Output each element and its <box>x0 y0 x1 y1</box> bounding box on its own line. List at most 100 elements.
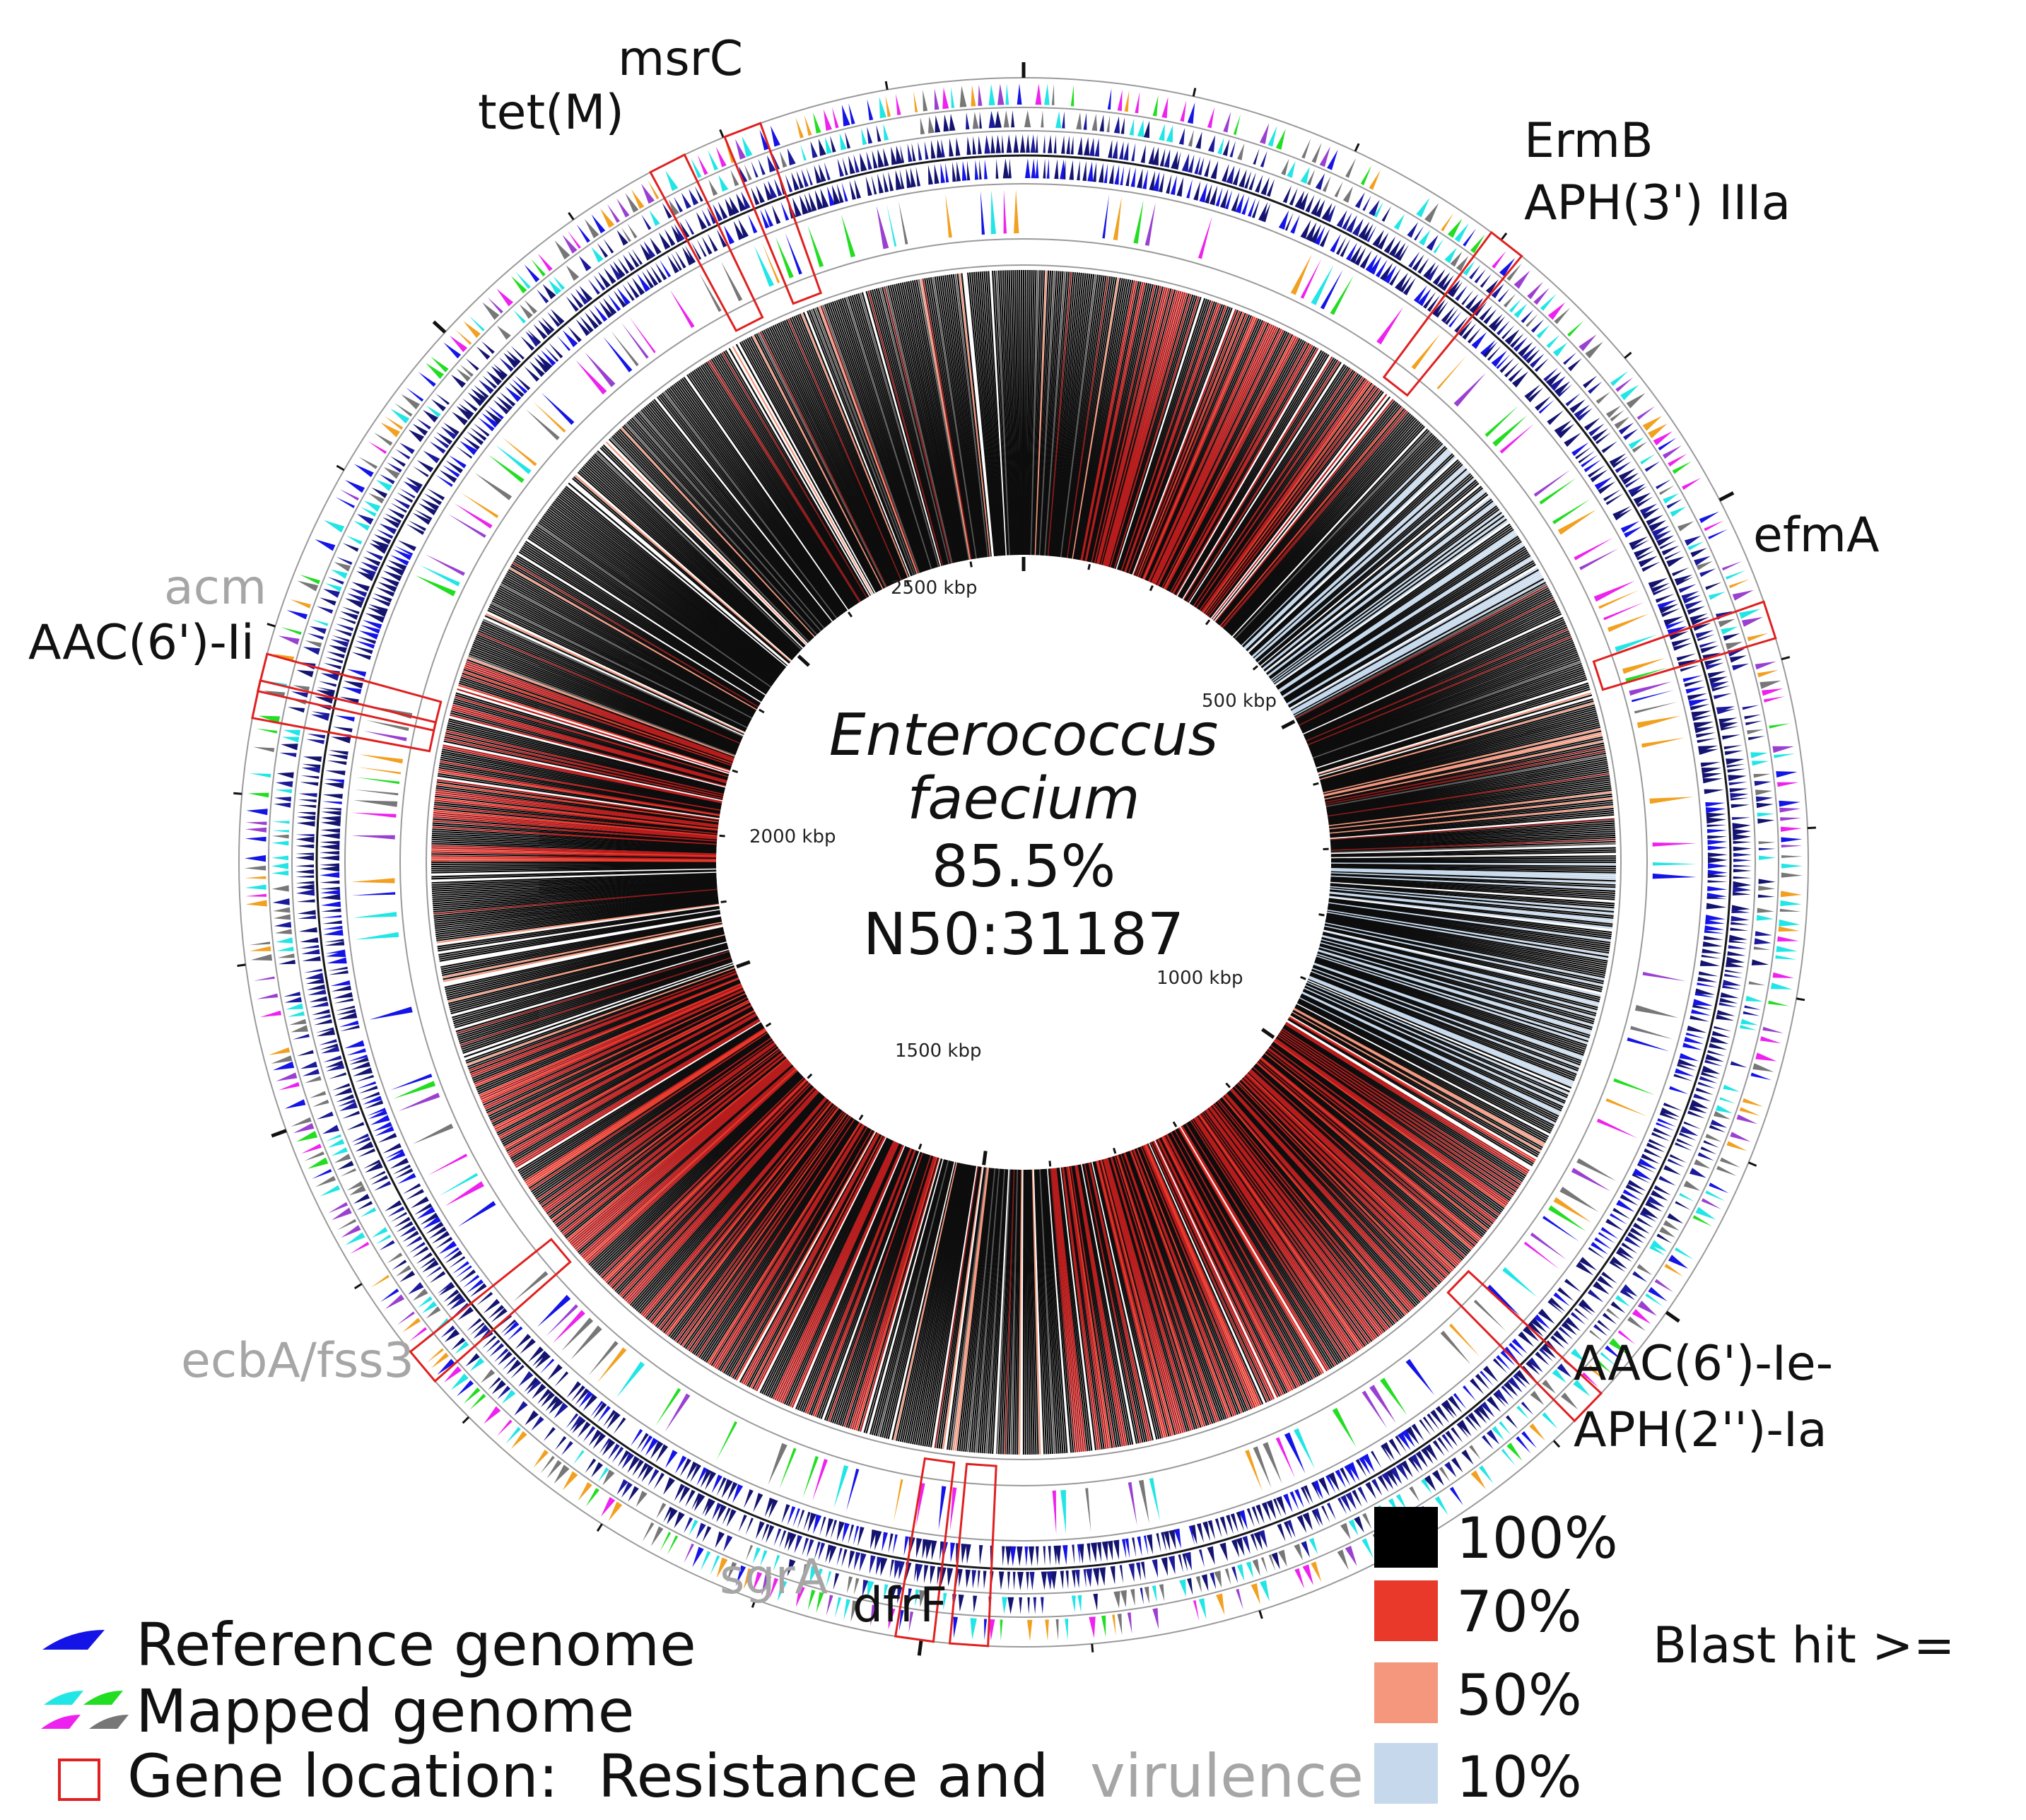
gene-arrow <box>1226 165 1235 184</box>
gene-arrow <box>700 1469 712 1488</box>
blast-hit-line <box>1329 892 1613 923</box>
gene-arrow <box>1754 938 1772 945</box>
gene-arrow <box>396 1221 414 1233</box>
gene-arrow <box>1624 1236 1641 1248</box>
gene-arrow <box>1700 762 1721 768</box>
gene-arrow <box>804 193 812 213</box>
gene-arrow <box>355 932 399 940</box>
gene-arrow <box>1000 1619 1003 1641</box>
blast-hit-line <box>477 980 741 1093</box>
blast-hit-line <box>1034 1169 1048 1455</box>
blast-hit-line <box>1188 1121 1342 1363</box>
blast-hit-line <box>1313 662 1582 761</box>
blast-hit-line <box>1202 380 1369 613</box>
blast-hit-line <box>1125 303 1222 573</box>
blast-hit-line <box>1330 814 1615 839</box>
gene-arrow <box>482 302 500 320</box>
blast-hit-line <box>1144 1144 1258 1407</box>
blast-hit-line <box>601 1077 806 1279</box>
blast-hit-line <box>930 1166 977 1448</box>
gene-arrow <box>1347 1462 1360 1481</box>
blast-hit-line <box>431 868 717 876</box>
gene-arrow <box>1482 1435 1494 1450</box>
gene-arrow <box>321 908 341 912</box>
gene-arrow <box>1524 384 1541 400</box>
gene-arrow <box>1707 852 1728 857</box>
gene-arrow <box>1233 114 1241 135</box>
gene-arrow <box>245 836 267 842</box>
gene-arrow <box>416 1252 433 1264</box>
blast-hit-line <box>1246 1073 1455 1270</box>
blast-hit-line <box>1319 944 1595 1023</box>
blast-hit-line <box>1194 1117 1354 1356</box>
blast-hit-line <box>443 922 722 980</box>
blast-hit-line <box>480 985 742 1100</box>
gene-arrow <box>896 94 901 115</box>
gene-arrow <box>1561 1392 1579 1410</box>
blast-hit-line <box>432 879 717 898</box>
gene-label-msrc: msrC <box>618 31 743 87</box>
gene-label-tetm: tet(M) <box>478 85 624 141</box>
gene-arrow <box>1605 1345 1623 1361</box>
blast-hit-line <box>887 1161 954 1440</box>
gene-arrow <box>325 583 342 592</box>
blast-hit-line <box>486 991 746 1114</box>
blast-hit-line <box>1323 736 1603 799</box>
gene-arrow <box>775 237 794 278</box>
blast-hit-line <box>1137 1147 1245 1413</box>
blast-hit-line <box>1300 995 1557 1121</box>
blast-hit-line <box>1324 924 1604 985</box>
blast-hit-line <box>1267 503 1497 677</box>
blast-hit-line <box>524 542 766 698</box>
gene-arrow <box>1236 1588 1243 1610</box>
gene-arrow <box>1003 189 1007 234</box>
blast-hit-line <box>433 814 718 839</box>
blast-hit-line <box>601 445 806 647</box>
blast-hit-line <box>437 775 720 818</box>
gene-arrow <box>1704 789 1724 794</box>
blast-hit-line <box>507 570 756 712</box>
blast-hit-line <box>1330 807 1614 835</box>
blast-hit-line <box>431 836 717 850</box>
gene-arrow <box>1365 254 1378 273</box>
blast-hit-line <box>1049 1168 1077 1452</box>
blast-hit-line <box>529 534 768 693</box>
gene-arrow <box>365 1162 383 1173</box>
legend-virulence-label: virulence <box>1090 1742 1364 1811</box>
gene-arrow <box>445 1181 484 1207</box>
gene-arrow <box>421 1301 438 1314</box>
gene-arrow <box>486 1339 500 1354</box>
gene-arrow <box>1063 159 1066 180</box>
gene-arrow <box>1072 1570 1076 1589</box>
gene-arrow <box>616 1361 645 1398</box>
gene-arrow <box>997 83 1005 105</box>
gene-arrow <box>872 150 878 169</box>
gene-arrow <box>915 166 921 187</box>
gene-arrow <box>1236 1537 1245 1556</box>
gene-arrow <box>915 1483 925 1527</box>
blast-hit-line <box>528 1031 768 1190</box>
gene-arrow <box>310 1002 329 1008</box>
blast-hit-line <box>1144 1144 1260 1407</box>
gene-arrow <box>1287 1520 1296 1538</box>
blast-hit-line <box>1089 1162 1154 1441</box>
gene-arrow <box>322 915 342 918</box>
blast-hit-line <box>637 411 824 630</box>
blast-hit-line <box>824 304 922 573</box>
gene-arrow <box>1093 1568 1100 1587</box>
blast-hit-line <box>1055 273 1087 557</box>
blast-hit-line <box>471 647 737 752</box>
blast-hit-line <box>1241 445 1446 647</box>
gene-arrow <box>1702 778 1723 784</box>
gene-arrow <box>486 370 503 386</box>
blast-hit-line <box>1303 988 1564 1108</box>
gene-arrow <box>438 1283 455 1296</box>
gene-arrow <box>541 317 555 332</box>
blast-hit-line <box>927 277 976 559</box>
blast-hit-line <box>1289 1014 1538 1158</box>
blast-hit-line <box>470 971 737 1076</box>
gene-arrow <box>491 1380 506 1395</box>
gene-arrow <box>874 1530 882 1551</box>
gene-arrow <box>1699 1076 1718 1084</box>
gene-arrow <box>512 379 528 394</box>
